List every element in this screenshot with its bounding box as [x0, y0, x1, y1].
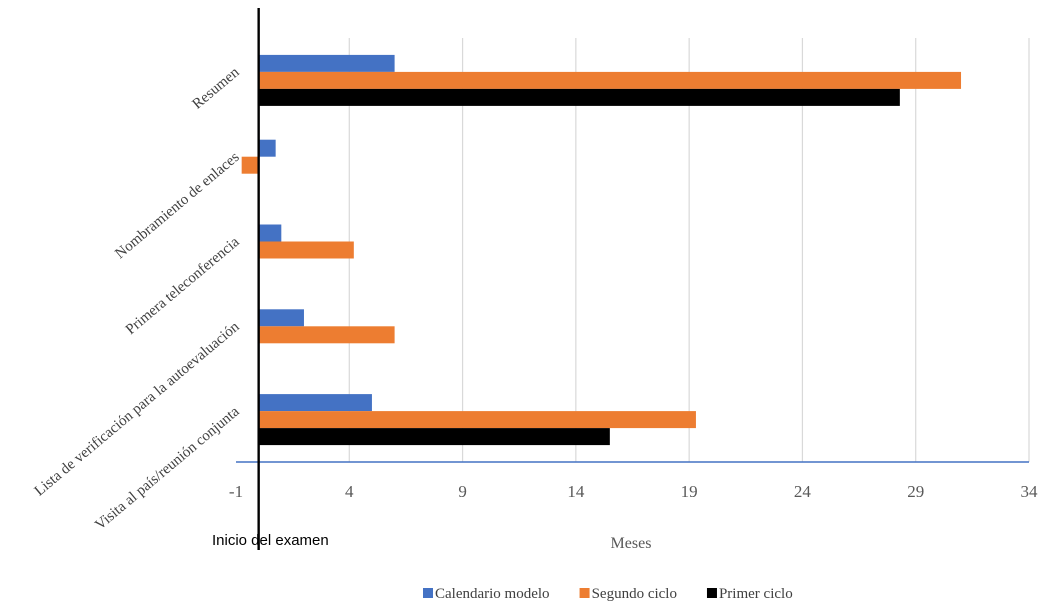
category-label: Primera teleconferencia: [123, 234, 243, 338]
x-tick-label: 9: [458, 482, 467, 501]
gridlines: [348, 38, 1030, 462]
bar: [258, 241, 354, 259]
x-tick-label: 19: [681, 482, 698, 501]
bar: [258, 394, 372, 412]
legend: Calendario modelo Segundo ciclo Primer cic…: [423, 586, 793, 602]
bar: [241, 156, 259, 174]
x-tick-label: -1: [229, 482, 243, 501]
legend-swatch: [579, 588, 590, 598]
x-tick-label: 34: [1021, 482, 1039, 501]
bar: [258, 224, 282, 242]
bar: [258, 326, 395, 344]
legend-swatch: [423, 588, 433, 598]
x-tick-label: 4: [345, 482, 354, 501]
category-label: Resumen: [190, 64, 243, 112]
x-tick-label: 14: [567, 482, 585, 501]
legend-label: Segundo ciclo: [592, 586, 677, 602]
reference-line: Inicio del examen: [212, 8, 329, 550]
bar: [258, 411, 696, 429]
legend-label: Calendario modelo: [435, 586, 550, 602]
legend-label: Primer ciclo: [719, 586, 793, 602]
x-tick-labels: -1 4 9 14 19 24 29 34: [229, 482, 1038, 501]
category-label: Lista de verificación para la autoevalua…: [32, 319, 243, 500]
legend-swatch: [706, 588, 717, 598]
x-tick-label: 29: [907, 482, 924, 501]
bar: [258, 71, 962, 89]
x-axis-title: Meses: [611, 535, 652, 552]
bar: [258, 309, 304, 327]
bar: [258, 88, 900, 106]
reference-line-label: Inicio del examen: [212, 532, 329, 549]
bar: [258, 54, 395, 72]
bars: [241, 54, 962, 446]
x-tick-label: 24: [794, 482, 812, 501]
bar: [258, 428, 610, 446]
bar: [258, 139, 276, 157]
